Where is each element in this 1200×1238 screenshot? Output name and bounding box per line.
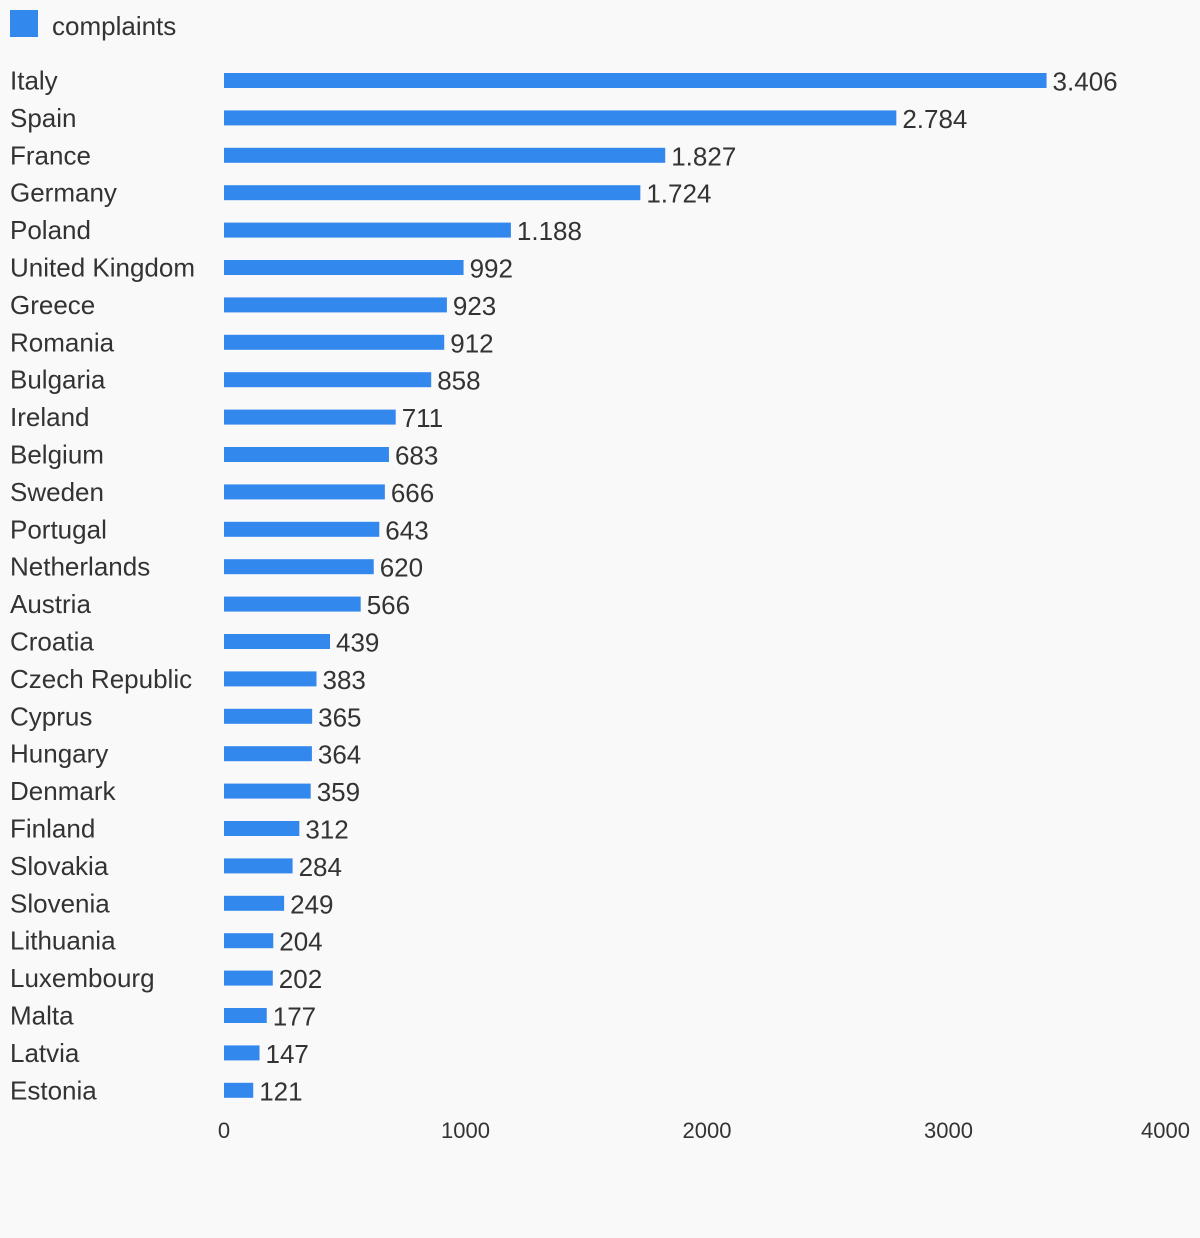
- bar: [224, 260, 464, 275]
- category-label: Malta: [10, 1001, 74, 1031]
- bar-value-label: 312: [305, 815, 348, 845]
- bar: [224, 334, 445, 350]
- bars-group: Italy 3.406 Spain 2.784 France 1.827 Germany 1.…: [10, 66, 1118, 1107]
- category-label: Austria: [10, 589, 91, 619]
- category-label: Netherlands: [10, 552, 150, 582]
- bar: [224, 970, 273, 986]
- bar: [224, 858, 293, 874]
- category-label: Spain: [10, 103, 77, 133]
- bar: [224, 1008, 267, 1023]
- bar: [224, 596, 361, 612]
- category-label: United Kingdom: [10, 253, 195, 283]
- x-tick-label: 3000: [924, 1118, 973, 1143]
- bar-value-label: 249: [290, 889, 333, 919]
- bar-value-label: 365: [318, 702, 361, 732]
- bar-value-label: 992: [470, 254, 513, 284]
- category-label: Slovenia: [10, 888, 110, 918]
- bar: [224, 447, 389, 462]
- bar-value-label: 1.188: [517, 216, 582, 246]
- bar-value-label: 177: [273, 1002, 316, 1032]
- bar-value-label: 683: [395, 441, 438, 471]
- bar-value-label: 147: [266, 1039, 309, 1069]
- category-label: Portugal: [10, 514, 107, 544]
- bar-value-label: 383: [322, 665, 365, 695]
- bar: [224, 933, 274, 949]
- x-axis: 0 1000 2000 3000 4000: [218, 1118, 1190, 1143]
- category-label: Finland: [10, 814, 95, 844]
- bar-value-label: 858: [437, 366, 480, 396]
- bar: [224, 1045, 260, 1061]
- x-tick-label: 4000: [1141, 1118, 1190, 1143]
- category-label: Belgium: [10, 440, 104, 470]
- bar: [224, 821, 300, 836]
- bar: [224, 783, 311, 799]
- category-label: Romania: [10, 327, 115, 357]
- bar: [224, 372, 432, 388]
- category-label: Italy: [10, 66, 58, 96]
- bar: [224, 671, 317, 687]
- bar-value-label: 643: [385, 515, 428, 545]
- category-label: France: [10, 140, 91, 170]
- bar: [224, 185, 641, 201]
- bar: [224, 1082, 254, 1098]
- bar-value-label: 1.827: [671, 141, 736, 171]
- bar-value-label: 3.406: [1053, 67, 1118, 97]
- category-label: Denmark: [10, 776, 116, 806]
- category-label: Estonia: [10, 1075, 97, 1105]
- category-label: Greece: [10, 290, 95, 320]
- bar-value-label: 620: [380, 553, 423, 583]
- x-tick-label: 2000: [683, 1118, 732, 1143]
- bar: [224, 297, 447, 313]
- bar: [224, 409, 396, 425]
- x-tick-label: 0: [218, 1118, 230, 1143]
- bar: [224, 708, 313, 724]
- category-label: Poland: [10, 215, 91, 245]
- bar-value-label: 912: [450, 328, 493, 358]
- category-label: Slovakia: [10, 851, 109, 881]
- bar-value-label: 359: [317, 777, 360, 807]
- bar-value-label: 204: [279, 927, 322, 957]
- bar-value-label: 284: [299, 852, 342, 882]
- bar: [224, 746, 312, 762]
- bar-value-label: 364: [318, 740, 361, 770]
- category-label: Latvia: [10, 1038, 80, 1068]
- bar-value-label: 923: [453, 291, 496, 321]
- category-label: Germany: [10, 178, 117, 208]
- bar: [224, 521, 380, 537]
- category-label: Hungary: [10, 739, 108, 769]
- x-tick-label: 1000: [441, 1118, 490, 1143]
- bar-value-label: 1.724: [646, 179, 711, 209]
- bar: [224, 222, 511, 238]
- bar: [224, 147, 666, 163]
- bar-value-label: 711: [402, 403, 443, 433]
- category-label: Bulgaria: [10, 365, 106, 395]
- bar-value-label: 121: [259, 1076, 302, 1106]
- legend-label: complaints: [52, 11, 176, 41]
- category-label: Croatia: [10, 627, 94, 657]
- bar: [224, 634, 331, 649]
- category-label: Cyprus: [10, 701, 92, 731]
- bar-value-label: 202: [279, 964, 322, 994]
- legend-swatch: [10, 10, 38, 37]
- bar-value-label: 666: [391, 478, 434, 508]
- bar: [224, 895, 285, 911]
- bar-value-label: 566: [367, 590, 410, 620]
- bar-value-label: 439: [336, 628, 379, 658]
- bar: [224, 110, 897, 126]
- category-label: Lithuania: [10, 926, 116, 956]
- category-label: Luxembourg: [10, 963, 155, 993]
- bar: [224, 73, 1047, 88]
- category-label: Sweden: [10, 477, 104, 507]
- legend: complaints: [10, 10, 176, 41]
- bar: [224, 484, 385, 500]
- category-label: Ireland: [10, 402, 90, 432]
- category-label: Czech Republic: [10, 664, 192, 694]
- bar: [224, 559, 374, 575]
- bar-value-label: 2.784: [902, 104, 967, 134]
